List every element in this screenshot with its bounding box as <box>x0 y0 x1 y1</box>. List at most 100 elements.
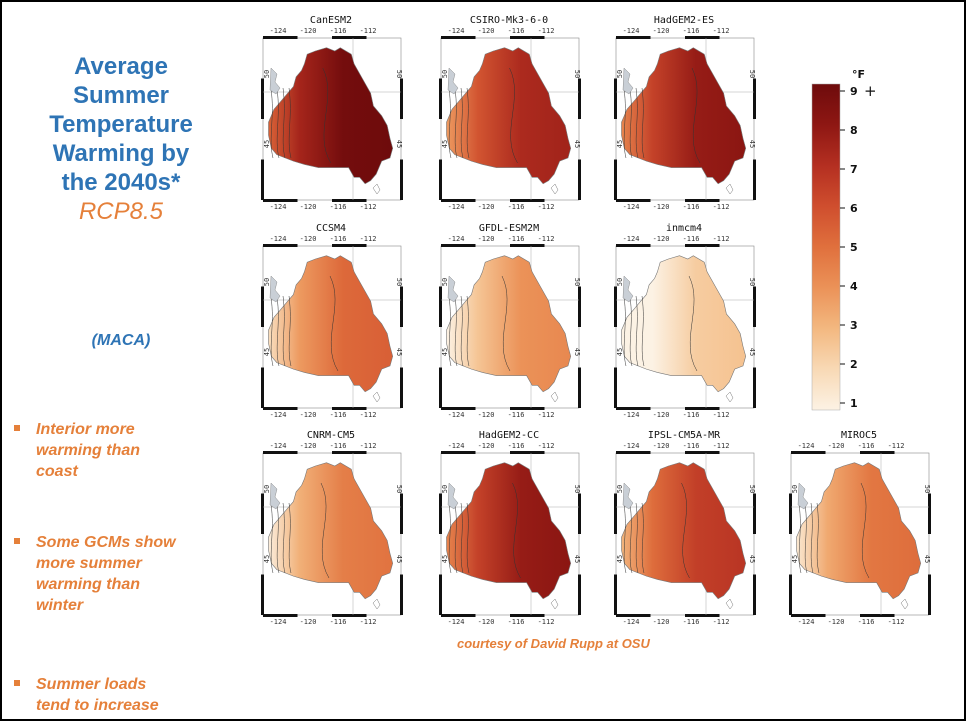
frame-dash <box>510 36 545 39</box>
contour-line <box>810 502 814 574</box>
lon-tick-label: -116 <box>858 442 875 450</box>
frame-dash <box>753 367 756 408</box>
contour-line <box>635 502 639 574</box>
contour-line <box>282 87 286 159</box>
contour-line <box>276 87 280 159</box>
model-map: CCSM4 -124 -124 -120 -120 -116 -116 -112 -112 50 5… <box>261 223 403 419</box>
lon-tick-label: -112 <box>713 442 730 450</box>
frame-dash <box>614 78 617 119</box>
model-map: IPSL-CM5A-MR -124 -124 -120 -120 -116 -116 -112… <box>614 430 756 626</box>
contour-line <box>288 502 292 574</box>
lon-tick-label: -124 <box>623 235 640 243</box>
contour-line <box>641 502 645 574</box>
lat-tick-label: 50 <box>395 70 403 78</box>
frame-dash <box>614 159 617 200</box>
basin-warming-field <box>796 462 922 600</box>
lon-tick-label: -116 <box>683 203 700 211</box>
contour-line <box>641 295 645 367</box>
frame-dash <box>928 493 931 534</box>
frame-dash <box>441 244 476 247</box>
lat-tick-label: 45 <box>573 140 581 148</box>
lon-tick-label: -112 <box>538 618 555 626</box>
basin-warming-field <box>268 255 394 393</box>
lon-tick-label: -124 <box>448 442 465 450</box>
basin-warming-field <box>621 47 747 185</box>
lon-tick-label: -112 <box>713 235 730 243</box>
bullet-3-line-2: tend to increase <box>36 697 159 714</box>
lon-tick-label: -116 <box>683 411 700 419</box>
lon-tick-label: -120 <box>653 27 670 35</box>
lon-tick-label: -116 <box>330 235 347 243</box>
lat-tick-label: 45 <box>616 348 624 356</box>
lon-tick-label: -112 <box>360 618 377 626</box>
lat-tick-label: 45 <box>616 555 624 563</box>
frame-dash <box>441 451 476 454</box>
frame-dash <box>753 159 756 200</box>
model-map: CNRM-CM5 -124 -124 -120 -120 -116 -116 -112 -112… <box>261 430 403 626</box>
frame-dash <box>685 244 720 247</box>
frame-dash <box>400 367 403 408</box>
contour-line <box>804 502 808 574</box>
contour-line <box>270 295 274 367</box>
bullet-3-line-1: Summer loads <box>36 676 147 693</box>
frame-dash <box>578 574 581 615</box>
frame-dash <box>860 451 895 454</box>
lake-outline <box>550 598 559 610</box>
frame-dash <box>263 451 298 454</box>
title-line-2: Summer <box>72 82 170 109</box>
contour-line <box>320 482 330 579</box>
frame-dash <box>614 367 617 408</box>
lon-tick-label: -112 <box>538 203 555 211</box>
model-name: IPSL-CM5A-MR <box>648 430 721 441</box>
lon-tick-label: -116 <box>508 618 525 626</box>
lon-tick-label: -112 <box>360 27 377 35</box>
lat-tick-label: 50 <box>573 70 581 78</box>
model-map: inmcm4 -124 -124 -120 -120 -116 -116 -112 -112 50… <box>614 223 756 419</box>
lon-tick-label: -124 <box>623 203 640 211</box>
contour-line <box>798 502 802 574</box>
lon-tick-label: -120 <box>300 27 317 35</box>
contour-line <box>635 87 639 159</box>
model-map: HadGEM2-ES -124 -124 -120 -120 -116 -116 -112 -1… <box>614 15 756 211</box>
lon-tick-label: -112 <box>888 618 905 626</box>
model-name: inmcm4 <box>666 223 702 234</box>
frame-dash <box>510 614 545 617</box>
lon-tick-label: -112 <box>538 27 555 35</box>
lake-outline <box>900 598 909 610</box>
title-line-1: Average <box>74 53 168 80</box>
frame-dash <box>261 574 264 615</box>
bullet-2-line-4: winter <box>36 597 84 614</box>
model-map: GFDL-ESM2M -124 -124 -120 -120 -116 -116 -112 -1… <box>439 223 581 419</box>
contour-line <box>460 87 464 159</box>
lat-tick-label: 50 <box>923 485 931 493</box>
frame-dash <box>685 407 720 410</box>
contour-line <box>282 502 286 574</box>
lat-tick-label: 50 <box>441 278 449 286</box>
water-body <box>622 482 634 510</box>
lat-tick-label: 50 <box>441 485 449 493</box>
lon-tick-label: -120 <box>300 442 317 450</box>
lon-tick-label: -124 <box>798 618 815 626</box>
bullet-marker <box>14 538 20 544</box>
lon-tick-label: -120 <box>478 411 495 419</box>
lat-tick-label: 45 <box>748 140 756 148</box>
lon-tick-label: -124 <box>270 27 287 35</box>
scenario-label: RCP8.5 <box>78 198 164 225</box>
frame-dash <box>439 159 442 200</box>
lon-tick-label: -120 <box>300 618 317 626</box>
frame-dash <box>439 493 442 534</box>
lake-outline <box>725 391 734 403</box>
lat-tick-label: 45 <box>441 140 449 148</box>
contour-line <box>635 295 639 367</box>
lat-tick-label: 50 <box>573 278 581 286</box>
model-name: HadGEM2-ES <box>654 15 714 26</box>
frame-dash <box>860 614 895 617</box>
title-line-3: Temperature <box>49 111 193 138</box>
lat-tick-label: 45 <box>748 348 756 356</box>
colorbar-tick-label: 1 <box>850 397 858 410</box>
frame-dash <box>791 614 826 617</box>
contour-line <box>688 275 698 372</box>
frame-dash <box>332 614 367 617</box>
contour-line <box>501 275 511 372</box>
lat-tick-label: 45 <box>616 140 624 148</box>
